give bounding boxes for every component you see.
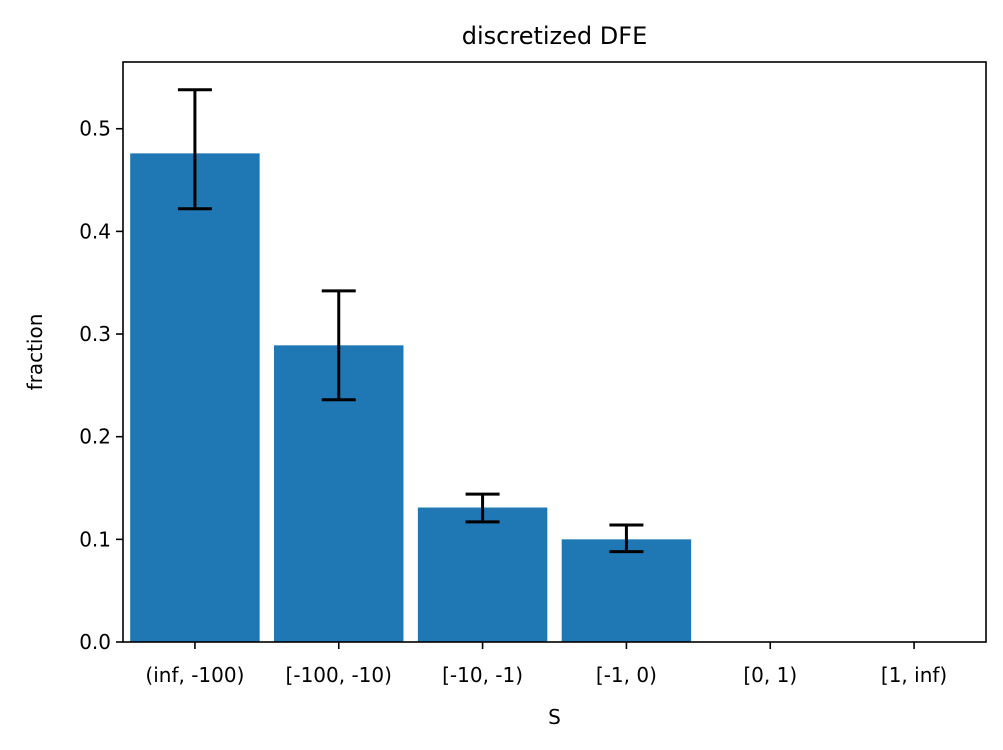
x-tick-label-1: [-100, -10) xyxy=(286,663,392,687)
x-tick-label-2: [-10, -1) xyxy=(442,663,523,687)
chart-title: discretized DFE xyxy=(462,22,647,50)
error-bar-1 xyxy=(321,289,356,402)
bar-0 xyxy=(130,153,260,642)
x-tick-label-4: [0, 1) xyxy=(743,663,797,687)
errorbars-layer xyxy=(177,88,644,554)
x-tick-label-5: [1, inf) xyxy=(881,663,947,687)
plot-frame xyxy=(122,61,987,643)
bar-3 xyxy=(561,539,692,642)
x-tick-label-0: (inf, -100) xyxy=(145,663,244,687)
y-axis: 0.0 0.1 0.2 0.3 0.4 0.5 xyxy=(79,117,123,654)
error-bar-0 xyxy=(177,88,212,211)
y-tick-label-4: 0.4 xyxy=(79,219,111,243)
y-tick-label-0: 0.0 xyxy=(79,630,111,654)
x-axis-label: S xyxy=(548,705,561,729)
y-tick-label-1: 0.1 xyxy=(79,527,111,551)
y-tick-label-5: 0.5 xyxy=(79,117,111,141)
error-bar-3 xyxy=(609,523,644,554)
y-axis-label: fraction xyxy=(23,314,47,391)
x-tick-label-3: [-1, 0) xyxy=(596,663,657,687)
error-bar-2 xyxy=(465,492,500,524)
y-tick-label-3: 0.3 xyxy=(79,322,111,346)
y-tick-label-2: 0.2 xyxy=(79,425,111,449)
bar-2 xyxy=(417,507,548,642)
x-axis: (inf, -100) [-100, -10) [-10, -1) [-1, 0) [0… xyxy=(145,642,947,687)
bars-layer xyxy=(130,153,692,642)
